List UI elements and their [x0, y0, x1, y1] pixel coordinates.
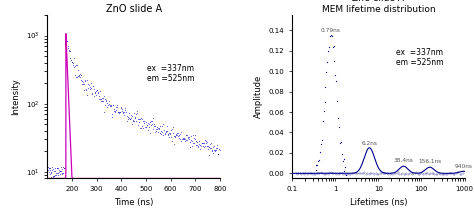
Text: 940ns: 940ns: [455, 164, 473, 169]
X-axis label: Lifetimes (ns): Lifetimes (ns): [350, 198, 407, 207]
Text: ex  =337nm
em =525nm: ex =337nm em =525nm: [147, 64, 195, 83]
Text: 0.79ns: 0.79ns: [321, 28, 341, 33]
Text: 6.2ns: 6.2ns: [361, 141, 377, 146]
Y-axis label: Amplitude: Amplitude: [254, 75, 263, 118]
Title: ZnO slide A
MEM lifetime distribution: ZnO slide A MEM lifetime distribution: [321, 0, 435, 14]
X-axis label: Time (ns): Time (ns): [114, 198, 153, 207]
Text: 38.4ns: 38.4ns: [393, 158, 413, 163]
Title: ZnO slide A: ZnO slide A: [106, 4, 162, 14]
Text: 156.1ns: 156.1ns: [418, 159, 441, 164]
Text: ex  =337nm
em =525nm: ex =337nm em =525nm: [396, 48, 443, 67]
Y-axis label: Intensity: Intensity: [11, 78, 20, 115]
